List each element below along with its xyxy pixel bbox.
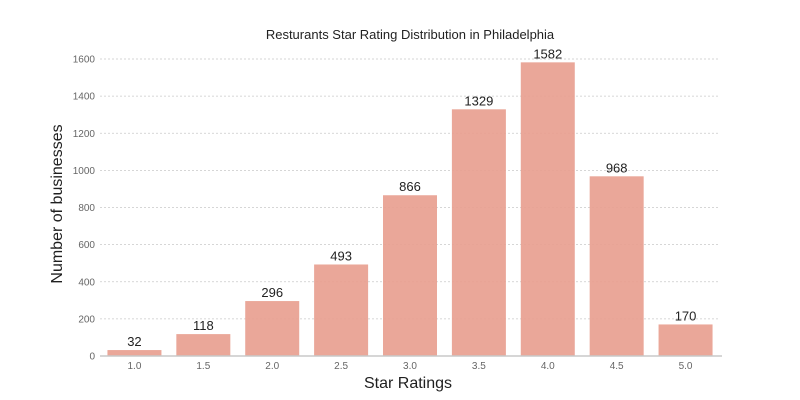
bar-4-5 [589, 176, 644, 356]
x-tick-label: 1.0 [127, 361, 141, 372]
y-tick-label: 400 [78, 277, 95, 288]
x-tick-label: 4.0 [541, 361, 555, 372]
bar-value-label: 493 [330, 248, 352, 263]
y-tick-label: 0 [89, 352, 95, 363]
y-tick-label: 1200 [73, 129, 96, 140]
bar-3-0 [383, 195, 437, 356]
bar-1-0 [107, 350, 162, 356]
y-tick-label: 600 [78, 240, 95, 251]
chart-title: Resturants Star Rating Distribution in P… [266, 27, 555, 42]
bar-1-5 [176, 334, 231, 356]
bar-value-label: 170 [675, 308, 697, 323]
x-tick-label: 4.5 [610, 361, 624, 372]
ticks-layer: 0 200 400 600 800 1000 1200 1400 1600 1.0 1.5 2.0 2.… [73, 55, 693, 373]
bar-value-label: 866 [399, 179, 421, 194]
x-tick-label: 2.0 [265, 361, 279, 372]
bar-value-label: 968 [606, 160, 628, 175]
bar-value-label: 32 [127, 334, 141, 349]
y-tick-label: 200 [78, 314, 95, 325]
x-tick-label: 5.0 [679, 361, 693, 372]
bar-5-0 [658, 324, 713, 356]
x-tick-label: 1.5 [196, 361, 210, 372]
y-tick-label: 800 [78, 203, 95, 214]
x-tick-label: 2.5 [334, 361, 348, 372]
data-labels-layer: 32 118 296 493 866 1329 1582 968 170 [127, 46, 696, 349]
bar-3-5 [451, 109, 506, 356]
x-axis-title: Star Ratings [364, 375, 452, 392]
y-tick-label: 1600 [73, 55, 96, 66]
bar-4-0 [520, 62, 575, 357]
bar-2-5 [314, 264, 369, 356]
x-tick-label: 3.0 [403, 361, 417, 372]
y-tick-label: 1000 [73, 166, 96, 177]
y-axis-title: Number of businesses [49, 124, 66, 283]
bar-value-label: 118 [193, 318, 214, 333]
x-tick-label: 3.5 [472, 361, 486, 372]
bar-value-label: 1329 [464, 93, 493, 108]
y-tick-label: 1400 [73, 92, 96, 103]
bar-value-label: 1582 [533, 46, 562, 61]
bar-2-0 [245, 301, 300, 356]
bars-layer [107, 62, 713, 357]
bar-value-label: 296 [261, 285, 283, 300]
